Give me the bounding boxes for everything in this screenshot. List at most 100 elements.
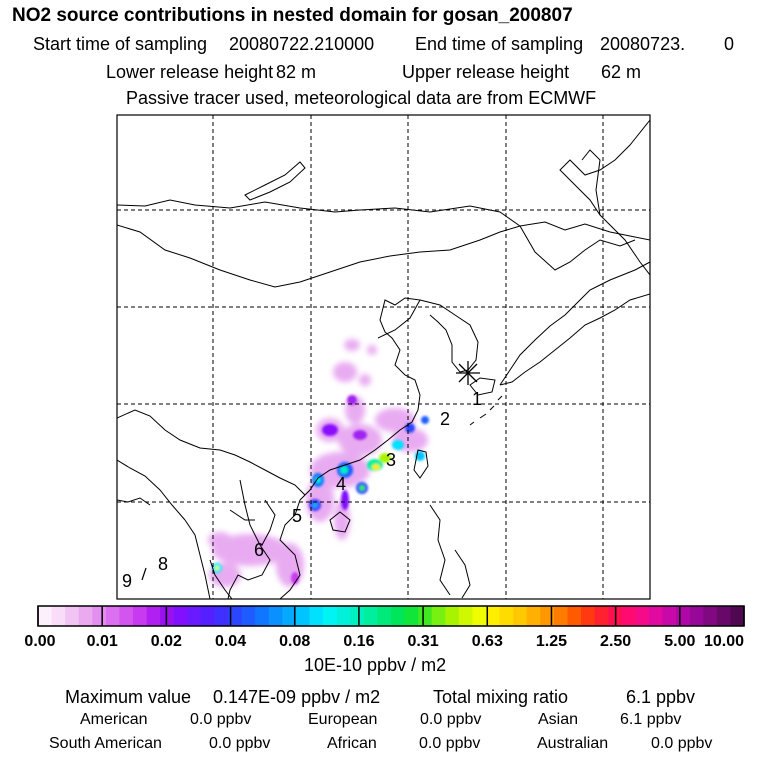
colorbar-swatch	[295, 606, 311, 626]
colorbar-swatch	[540, 606, 555, 626]
colorbar-swatch	[241, 606, 256, 626]
colorbar-swatch	[377, 606, 392, 626]
colorbar-swatch	[635, 606, 650, 626]
colorbar-swatch	[105, 606, 120, 626]
region-value: 0.0 ppbv	[651, 735, 713, 752]
colorbar-swatch	[730, 606, 745, 626]
region-value: 0.0 ppbv	[420, 711, 482, 728]
region-name: American	[80, 711, 148, 728]
region-value: 0.0 ppbv	[209, 735, 271, 752]
colorbar-tick-label: 0.00	[24, 633, 56, 650]
map-marker-label: 9	[122, 571, 132, 591]
colorbar-swatch	[228, 606, 243, 626]
end-time-value: 20080723.	[600, 34, 686, 54]
colorbar-swatch	[431, 606, 446, 626]
colorbar-swatch	[350, 606, 365, 626]
colorbar-tick-label: 0.01	[86, 633, 118, 650]
colorbar-swatch	[78, 606, 93, 626]
map-marker-label: 1	[472, 389, 482, 409]
colorbar-swatch	[363, 606, 378, 626]
colorbar-swatch	[486, 606, 501, 626]
colorbar-swatch	[513, 606, 528, 626]
region-value: 0.0 ppbv	[419, 735, 481, 752]
upper-height-value: 62 m	[601, 62, 642, 82]
map-marker-label: 3	[386, 450, 396, 470]
start-time-label: Start time of sampling	[33, 34, 208, 54]
colorbar-swatch	[621, 606, 636, 626]
colorbar-swatch	[119, 606, 134, 626]
colorbar-tick-label: 0.31	[407, 633, 439, 650]
colorbar-swatch	[146, 606, 161, 626]
colorbar-swatch	[499, 606, 514, 626]
colorbar-swatch	[445, 606, 460, 626]
colorbar-swatch	[187, 606, 202, 626]
colorbar-swatch	[418, 606, 433, 626]
colorbar-swatch	[173, 606, 188, 626]
map-frame	[116, 114, 651, 600]
colorbar-swatch	[716, 606, 731, 626]
graticule	[117, 115, 650, 599]
colorbar-swatch	[581, 606, 596, 626]
region-value: 0.0 ppbv	[190, 711, 252, 728]
colorbar	[38, 606, 745, 626]
colorbar-tick-label: 10.00	[703, 633, 745, 650]
region-value: 6.1 ppbv	[620, 711, 682, 728]
marker-9-tick	[141, 567, 147, 581]
colorbar-swatch	[594, 606, 609, 626]
colorbar-swatch	[703, 606, 718, 626]
colorbar-swatch	[255, 606, 270, 626]
colorbar-swatch	[200, 606, 215, 626]
lower-height-value: 82 m	[276, 62, 317, 82]
colorbar-tick-label: 0.04	[214, 633, 247, 650]
concentration-core	[212, 395, 429, 584]
asterisk-icon	[456, 361, 480, 385]
map-marker-label: 4	[336, 474, 346, 494]
colorbar-swatch	[309, 606, 324, 626]
total-mixing-value: 6.1 ppbv	[626, 687, 696, 707]
upper-height-label: Upper release height	[402, 62, 570, 82]
colorbar-swatch	[553, 606, 568, 626]
region-name: South American	[49, 735, 162, 752]
colorbar-swatch	[51, 606, 66, 626]
colorbar-tick-label: 2.50	[600, 633, 632, 650]
map-title: NO2 source contributions in nested domai…	[12, 5, 573, 26]
colorbar-swatch	[65, 606, 80, 626]
colorbar-swatch	[92, 606, 107, 626]
region-name: European	[308, 711, 378, 728]
colorbar-swatch	[526, 606, 541, 626]
colorbar-swatch	[214, 606, 229, 626]
end-time-label: End time of sampling	[415, 34, 584, 54]
colorbar-unit: 10E-10 ppbv / m2	[304, 655, 447, 675]
colorbar-swatch	[38, 606, 53, 626]
colorbar-swatch	[567, 606, 582, 626]
colorbar-tick-label: 1.25	[535, 633, 568, 650]
colorbar-swatch	[662, 606, 677, 626]
colorbar-swatch	[268, 606, 283, 626]
colorbar-swatch	[458, 606, 473, 626]
colorbar-swatch	[160, 606, 175, 626]
colorbar-tick-label: 5.00	[664, 633, 696, 650]
region-name: Asian	[538, 711, 579, 728]
colorbar-swatch	[133, 606, 148, 626]
colorbar-swatch	[676, 606, 691, 626]
region-name: Australian	[537, 735, 609, 752]
colorbar-swatch	[282, 606, 297, 626]
max-value-label: Maximum value	[65, 687, 192, 707]
colorbar-swatch	[336, 606, 351, 626]
end-time-suffix: 0	[724, 34, 735, 54]
colorbar-tick-label: 0.16	[343, 633, 375, 650]
map-marker-label: 2	[440, 409, 450, 429]
map-marker-label: 5	[292, 506, 302, 526]
tracer-note: Passive tracer used, meteorological data…	[126, 88, 597, 108]
colorbar-tick-label: 0.08	[279, 633, 311, 650]
lower-height-label: Lower release height	[106, 62, 274, 82]
map-marker-label: 8	[158, 554, 168, 574]
colorbar-tick-label: 0.02	[150, 633, 182, 650]
coastlines	[117, 119, 650, 599]
colorbar-swatch	[689, 606, 704, 626]
colorbar-swatch	[648, 606, 664, 626]
colorbar-tick-label: 0.63	[471, 633, 503, 650]
region-name: African	[327, 735, 377, 752]
colorbar-ticks	[37, 605, 745, 627]
